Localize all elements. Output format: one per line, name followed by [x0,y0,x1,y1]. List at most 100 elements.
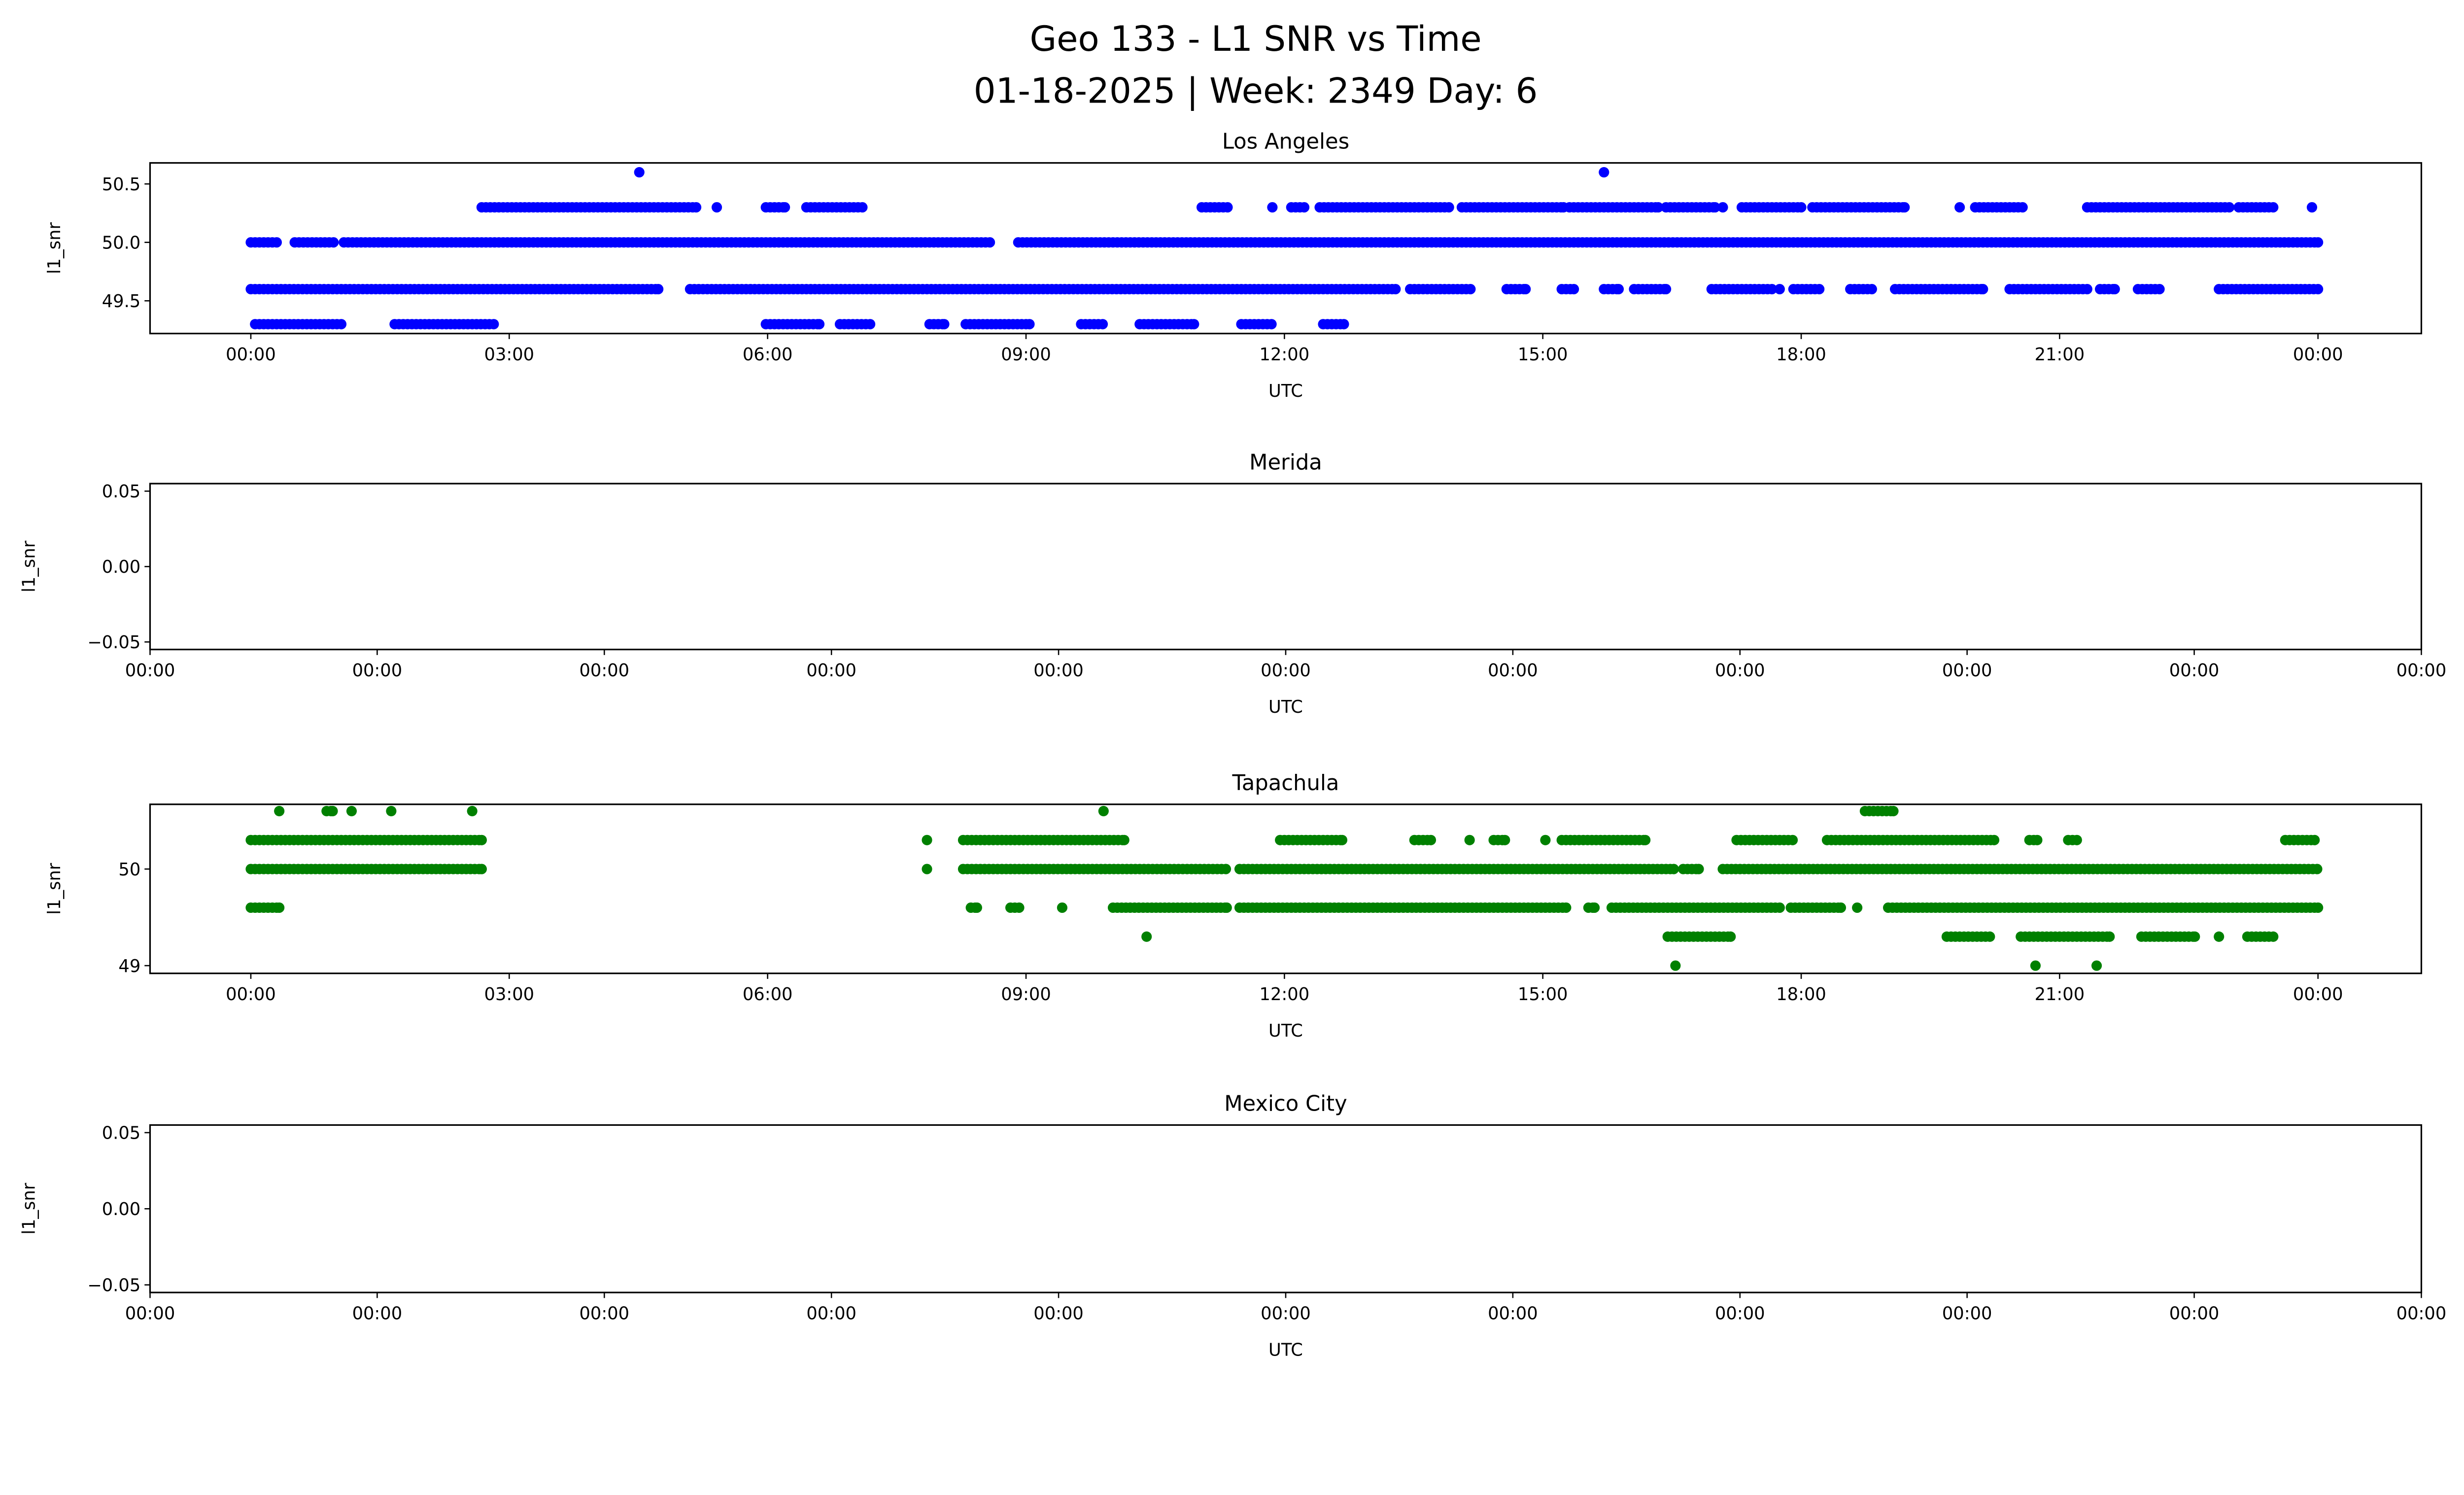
x-tick-label: 18:00 [1776,984,1826,1005]
x-tick-label: 00:00 [806,661,856,681]
y-tick-label: 0.05 [102,482,140,502]
data-point [985,237,995,248]
data-point [1464,834,1475,845]
data-point [922,864,932,874]
figure-title-line-2: 01-18-2025 | Week: 2349 Day: 6 [974,71,1538,112]
data-point [1589,902,1600,913]
y-tick-label: 0.00 [102,557,140,577]
x-tick-label: 15:00 [1518,345,1568,365]
subplot-tapachula: Tapachula 00:00 03:00 06:00 09:00 12:00 15:00 1… [44,771,2423,1041]
y-axis-label: l1_snr [44,863,65,915]
data-point [2313,283,2324,295]
data-point [1888,805,1899,817]
x-tick-label: 06:00 [743,984,793,1005]
x-tick-label: 00:00 [579,661,629,681]
data-point [2017,202,2028,213]
x-tick-label: 12:00 [1260,984,1310,1005]
x-tick-label: 21:00 [2035,984,2085,1005]
x-tick-label: 09:00 [1001,984,1051,1005]
data-point [2312,864,2323,874]
subplot-title: Merida [1249,450,1322,475]
axes-frame [149,803,2423,974]
data-point [711,202,722,213]
x-tick-label: 00:00 [1033,661,1084,681]
x-tick-label: 00:00 [2293,345,2343,365]
data-point [1338,319,1349,330]
data-point [1985,931,1995,942]
data-point [488,319,499,330]
data-point [1024,319,1035,330]
data-point [1866,283,1877,295]
x-axis-label: UTC [1268,697,1303,717]
data-point [2214,931,2224,942]
data-point [2030,960,2041,971]
data-point [2309,834,2320,845]
data-points [245,167,2324,330]
data-point [1097,319,1108,330]
data-point [1500,834,1510,845]
data-point [2313,902,2324,913]
data-point [1774,902,1785,913]
data-point [1787,834,1798,845]
data-point [922,834,932,845]
subplots: Los Angeles 00:00 03:00 06:00 09:00 12:00 15:0… [19,130,2447,1360]
data-point [467,805,478,817]
x-tick-label: 15:00 [1518,984,1568,1005]
axes-frame [149,1124,2423,1293]
x-axis-label: UTC [1268,1340,1303,1360]
data-point [1814,283,1825,295]
data-point [2268,931,2279,942]
data-point [2268,202,2279,213]
data-point [1599,167,1609,178]
data-point [328,237,339,248]
data-point [1717,202,1728,213]
data-point [1222,202,1233,213]
y-tick-label: 49.5 [102,291,140,312]
y-tick-label: −0.05 [87,632,140,653]
subplot-mexico-city: Mexico City 00:00 00:00 00:00 00:00 00:00 00:0… [19,1092,2447,1360]
y-tick-label: 50.5 [102,174,140,195]
data-point [1670,960,1681,971]
data-point [1640,834,1651,845]
y-tick-label: 0.05 [102,1123,140,1144]
data-point [1014,902,1025,913]
y-axis-label: l1_snr [19,1182,39,1235]
data-point [1725,931,1736,942]
data-point [346,805,357,817]
data-point [971,902,982,913]
data-point [1613,283,1624,295]
x-axis-label: UTC [1268,1021,1303,1041]
data-point [1774,283,1785,295]
x-tick-label: 00:00 [1942,1304,1992,1324]
axes-frame [149,483,2423,651]
x-tick-label: 00:00 [806,1304,856,1324]
x-tick-label: 00:00 [226,984,276,1005]
x-tick-label: 00:00 [226,345,276,365]
data-point [2032,834,2043,845]
data-point [865,319,876,330]
y-tick-label: −0.05 [87,1276,140,1296]
x-tick-label: 12:00 [1260,345,1310,365]
y-axis-label: l1_snr [19,540,39,592]
data-point [1443,202,1454,213]
data-point [1465,283,1476,295]
subplot-title: Mexico City [1224,1092,1347,1116]
x-tick-label: 03:00 [484,984,535,1005]
data-point [1520,283,1531,295]
x-tick-label: 00:00 [579,1304,629,1324]
x-tick-label: 09:00 [1001,345,1051,365]
data-point [814,319,825,330]
x-tick-label: 00:00 [1033,1304,1084,1324]
x-tick-label: 00:00 [125,661,175,681]
x-tick-label: 00:00 [352,1304,403,1324]
data-point [1661,283,1672,295]
x-tick-label: 06:00 [743,345,793,365]
data-point [1390,283,1401,295]
data-point [274,902,285,913]
subplot-merida: Merida 00:00 00:00 00:00 00:00 00:00 00:00 00:0… [19,450,2447,717]
data-point [2104,931,2115,942]
data-point [1299,202,1310,213]
data-point [1267,202,1278,213]
x-tick-label: 00:00 [2293,984,2343,1005]
data-point [1767,283,1778,295]
